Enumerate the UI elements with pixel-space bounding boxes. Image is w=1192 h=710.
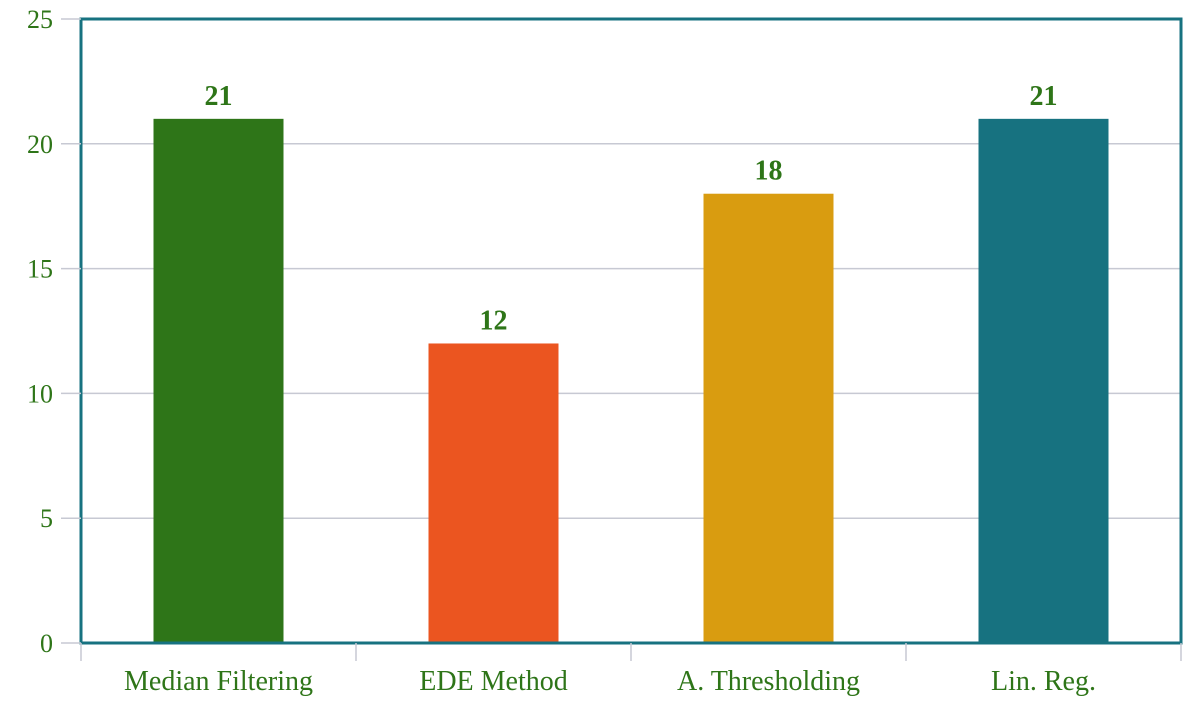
x-category-label: Lin. Reg. (991, 666, 1096, 697)
bars (153, 118, 1109, 644)
y-tick-label: 0 (40, 629, 53, 658)
bar-value-label: 21 (205, 81, 233, 112)
bar-median-filtering (153, 118, 284, 644)
x-category-label: Median Filtering (124, 666, 313, 697)
x-axis: Median Filtering EDE Method A. Thresholdin… (80, 643, 1182, 697)
y-tick-label: 20 (27, 130, 53, 159)
y-tick-label: 10 (27, 379, 53, 408)
bar-value-label: 18 (755, 156, 783, 187)
y-tick-label: 25 (27, 5, 53, 34)
bar-value-label: 12 (480, 305, 508, 336)
y-axis: 0 5 10 15 20 25 (27, 5, 81, 658)
y-tick-label: 5 (40, 504, 53, 533)
bar-lin-reg (978, 118, 1109, 644)
bar-a-thresholding (703, 193, 834, 643)
x-category-label: A. Thresholding (677, 666, 860, 697)
bar-value-label: 21 (1030, 81, 1058, 112)
x-category-label: EDE Method (419, 666, 568, 697)
y-tick-label: 15 (27, 255, 53, 284)
bar-ede-method (428, 343, 559, 643)
data-labels: 21 12 18 21 (205, 81, 1058, 337)
